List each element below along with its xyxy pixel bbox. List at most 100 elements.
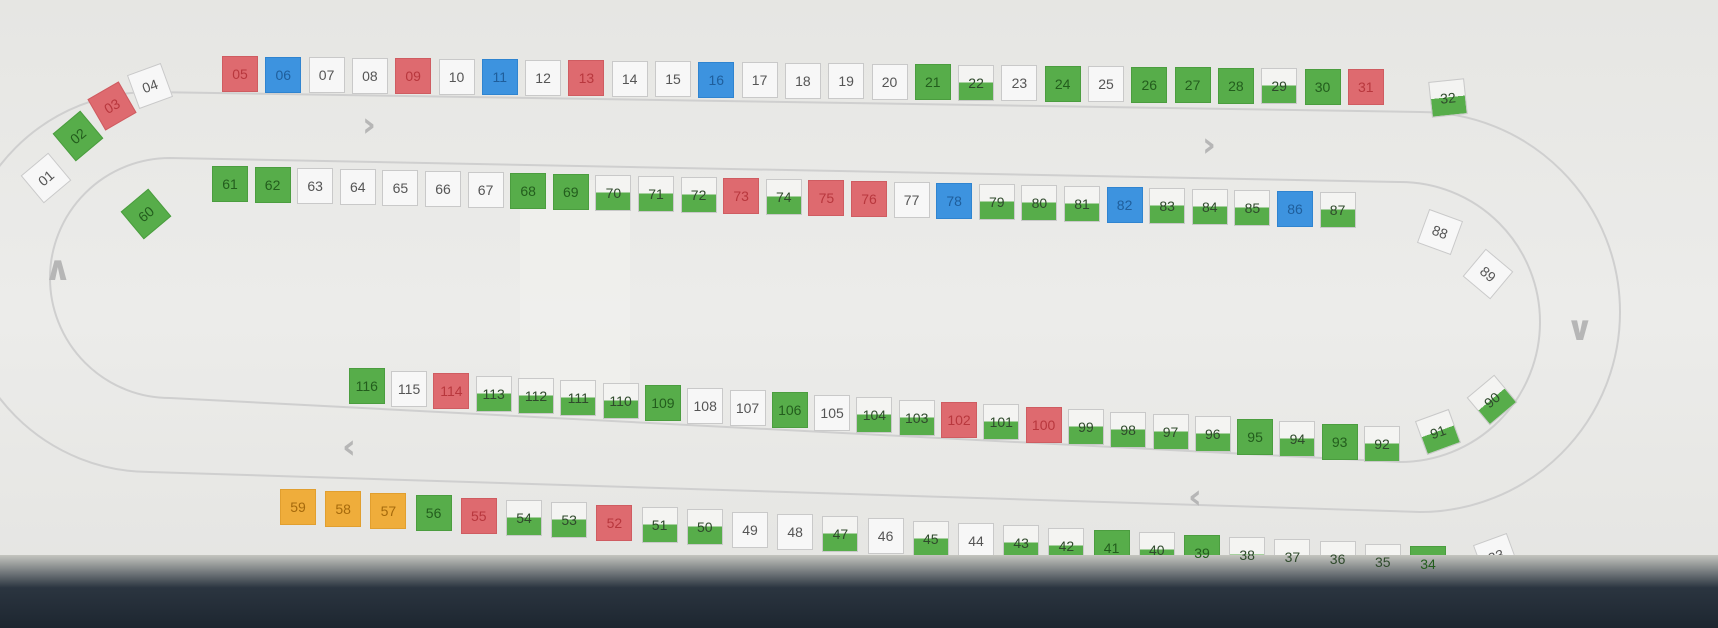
position-box-65[interactable]: 65 [382,170,419,206]
position-box-76[interactable]: 76 [851,181,887,217]
position-box-05[interactable]: 05 [222,56,258,92]
position-box-17[interactable]: 17 [741,62,778,98]
position-box-25[interactable]: 25 [1088,66,1124,102]
position-box-18[interactable]: 18 [784,62,821,99]
position-box-107[interactable]: 107 [729,390,766,426]
position-box-61[interactable]: 61 [212,166,248,202]
position-box-102[interactable]: 102 [941,402,977,438]
position-box-50[interactable]: 50 [686,509,723,546]
position-label: 15 [665,71,681,87]
position-box-59[interactable]: 59 [280,488,316,525]
position-box-22[interactable]: 22 [958,64,995,101]
position-box-97[interactable]: 97 [1152,414,1189,450]
position-box-72[interactable]: 72 [680,177,717,213]
position-box-70[interactable]: 70 [595,175,632,211]
position-box-49[interactable]: 49 [732,511,768,548]
position-box-99[interactable]: 99 [1067,409,1104,446]
position-box-66[interactable]: 66 [425,171,461,207]
position-box-27[interactable]: 27 [1174,67,1211,103]
position-box-07[interactable]: 07 [308,57,345,93]
position-box-21[interactable]: 21 [914,64,951,100]
position-box-14[interactable]: 14 [611,60,648,97]
position-box-09[interactable]: 09 [395,58,432,94]
position-box-86[interactable]: 86 [1277,191,1313,227]
position-box-48[interactable]: 48 [777,513,814,550]
position-box-23[interactable]: 23 [1001,65,1038,101]
position-box-30[interactable]: 30 [1304,68,1341,105]
position-label: 31 [1358,79,1374,95]
position-box-106[interactable]: 106 [771,392,808,429]
position-box-45[interactable]: 45 [912,520,949,557]
position-box-103[interactable]: 103 [898,399,935,436]
position-box-82[interactable]: 82 [1106,187,1143,223]
position-box-11[interactable]: 11 [481,59,518,95]
position-label: 89 [1476,262,1500,286]
position-box-16[interactable]: 16 [698,61,735,98]
position-box-15[interactable]: 15 [655,61,691,97]
position-box-78[interactable]: 78 [936,183,973,219]
position-box-13[interactable]: 13 [568,60,605,96]
position-box-24[interactable]: 24 [1044,65,1081,102]
position-box-112[interactable]: 112 [518,378,554,414]
position-box-100[interactable]: 100 [1025,406,1062,443]
position-box-108[interactable]: 108 [687,387,724,424]
position-box-20[interactable]: 20 [871,63,908,100]
position-box-28[interactable]: 28 [1217,67,1254,104]
position-box-95[interactable]: 95 [1237,418,1274,455]
position-box-64[interactable]: 64 [339,169,376,205]
position-box-92[interactable]: 92 [1364,426,1400,462]
position-box-94[interactable]: 94 [1279,421,1316,458]
position-box-12[interactable]: 12 [525,59,562,96]
position-box-55[interactable]: 55 [460,497,497,534]
position-box-08[interactable]: 08 [351,57,388,94]
position-box-10[interactable]: 10 [438,58,475,95]
position-box-56[interactable]: 56 [415,495,452,532]
position-box-46[interactable]: 46 [867,518,904,555]
position-box-109[interactable]: 109 [644,385,681,422]
position-box-68[interactable]: 68 [510,173,547,209]
position-box-06[interactable]: 06 [265,56,302,93]
position-box-29[interactable]: 29 [1261,68,1298,104]
position-box-115[interactable]: 115 [391,370,428,407]
position-box-77[interactable]: 77 [893,182,930,218]
position-box-75[interactable]: 75 [808,180,845,216]
position-box-93[interactable]: 93 [1321,423,1358,460]
position-box-79[interactable]: 79 [978,184,1015,220]
position-box-73[interactable]: 73 [723,178,760,214]
position-box-84[interactable]: 84 [1191,189,1228,225]
position-box-110[interactable]: 110 [602,382,639,419]
position-box-69[interactable]: 69 [552,174,589,210]
position-box-85[interactable]: 85 [1234,190,1271,226]
position-box-26[interactable]: 26 [1131,66,1168,103]
position-box-87[interactable]: 87 [1319,192,1356,228]
position-box-53[interactable]: 53 [551,502,588,539]
position-box-57[interactable]: 57 [370,493,407,530]
position-box-96[interactable]: 96 [1194,416,1231,453]
position-box-98[interactable]: 98 [1110,411,1147,448]
position-box-101[interactable]: 101 [983,404,1020,441]
position-box-54[interactable]: 54 [506,500,542,536]
position-box-67[interactable]: 67 [467,172,504,208]
position-box-104[interactable]: 104 [856,397,893,434]
position-box-44[interactable]: 44 [958,523,994,559]
position-box-114[interactable]: 114 [433,373,470,410]
position-label: 41 [1103,539,1120,556]
position-box-51[interactable]: 51 [641,506,678,543]
position-box-47[interactable]: 47 [822,516,859,553]
position-box-81[interactable]: 81 [1064,186,1100,222]
position-box-83[interactable]: 83 [1149,188,1186,224]
position-box-113[interactable]: 113 [475,375,512,412]
position-box-32[interactable]: 32 [1428,78,1468,118]
position-box-63[interactable]: 63 [297,168,334,204]
position-box-58[interactable]: 58 [325,490,362,527]
position-box-111[interactable]: 111 [560,380,597,417]
position-box-116[interactable]: 116 [348,368,385,405]
position-box-71[interactable]: 71 [638,176,674,212]
position-box-31[interactable]: 31 [1347,69,1384,105]
position-box-105[interactable]: 105 [814,394,851,431]
position-box-19[interactable]: 19 [828,63,865,99]
position-box-80[interactable]: 80 [1021,185,1058,221]
position-box-52[interactable]: 52 [596,504,633,541]
position-box-62[interactable]: 62 [254,167,291,203]
position-box-74[interactable]: 74 [765,179,802,215]
